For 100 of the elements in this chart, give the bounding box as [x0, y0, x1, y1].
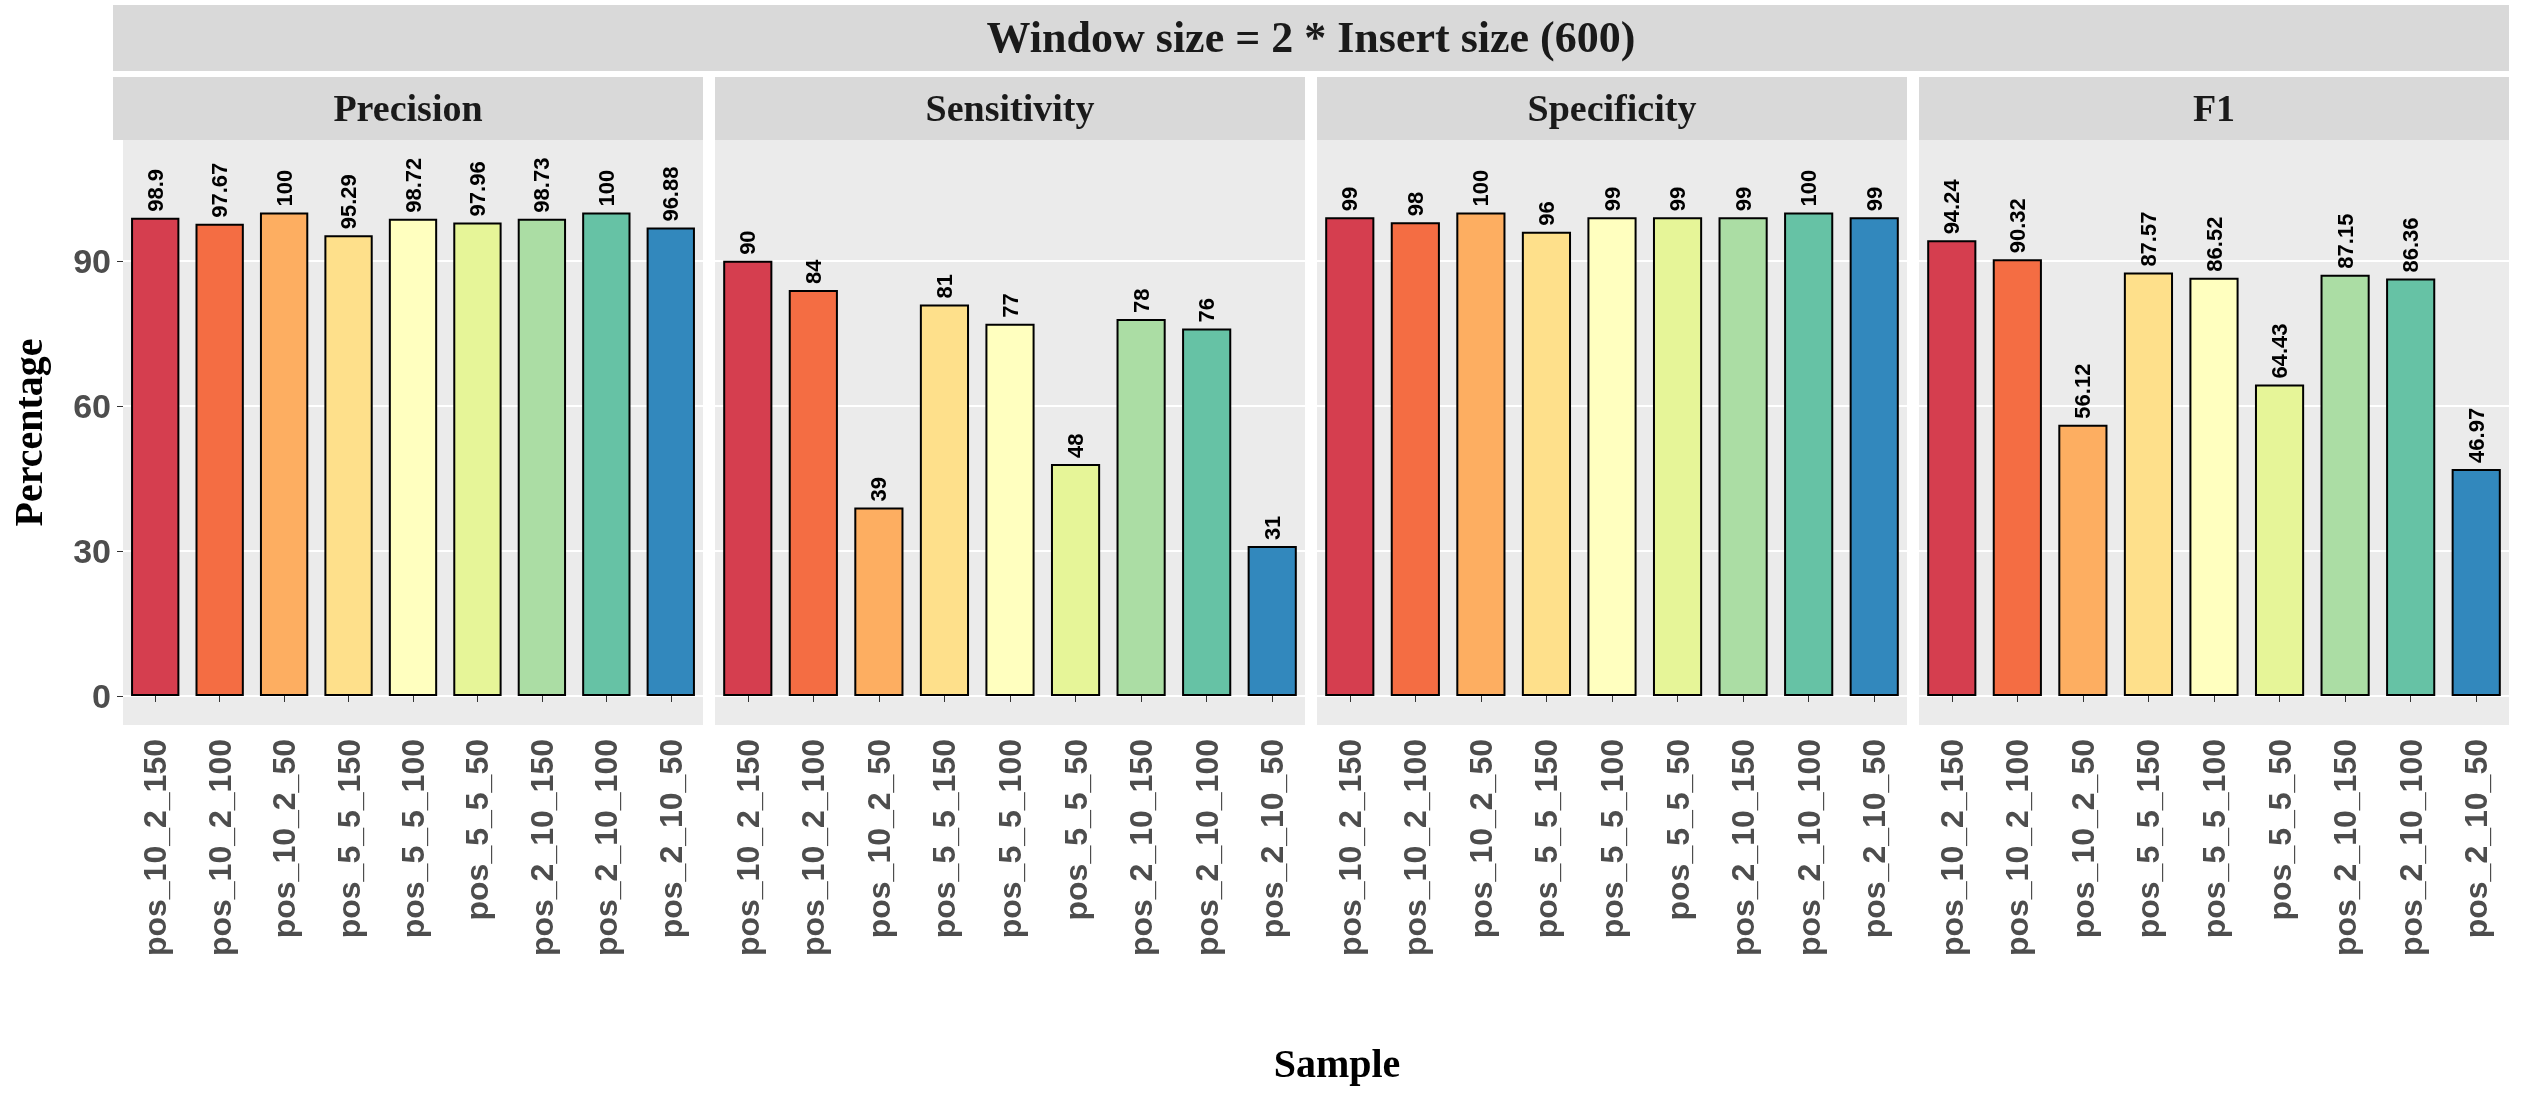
x-tick-label: pos_10_2_150 [137, 739, 174, 957]
bar [1992, 259, 2042, 696]
x-tick-label: pos_5_5_100 [2196, 739, 2232, 939]
x-tick-label: pos_10_2_50 [860, 739, 897, 939]
x-tick-label: pos_10_2_50 [2064, 739, 2101, 939]
x-tick-label: pos_2_10_50 [1254, 739, 1291, 939]
data-label: 86.52 [2201, 216, 2227, 272]
x-tick-label: pos_2_10_50 [2458, 739, 2495, 939]
x-tick-label: pos_10_2_100 [1397, 739, 1434, 957]
x-tick-label: pos_5_5_150 [926, 739, 963, 939]
x-tick-label: pos_5_5_50 [1659, 739, 1696, 921]
x-tick-label: pos_5_5_100 [1594, 739, 1630, 939]
data-label: 64.43 [2267, 323, 2293, 379]
bar [1116, 318, 1166, 696]
x-tick-label: pos_10_2_150 [1331, 739, 1368, 957]
data-label: 100 [271, 169, 297, 207]
data-label: 77 [997, 293, 1023, 318]
x-tick-label: pos_5_5_150 [2130, 739, 2167, 939]
data-label: 94.24 [1939, 178, 1965, 235]
text: Window size = 2 * Insert size (600) [113, 5, 2509, 71]
data-label: 99 [1665, 186, 1691, 212]
x-tick-label: pos_5_5_50 [459, 739, 496, 921]
bar [854, 507, 904, 696]
x-tick-label: pos_10_2_50 [1462, 739, 1499, 939]
data-label: 46.97 [2463, 407, 2489, 463]
data-label: 97.67 [207, 162, 233, 218]
x-tick-label: pos_10_2_150 [729, 739, 766, 957]
data-label: 99 [1337, 186, 1363, 212]
x-tick-label: pos_5_5_150 [330, 739, 367, 939]
x-tick-label: pos_5_5_100 [992, 739, 1028, 939]
chart-title: Specificity [1317, 77, 1907, 140]
data-label: 98.73 [529, 157, 555, 213]
x-tick-label: pos_5_5_50 [2261, 739, 2298, 921]
data-label: 87.15 [2332, 213, 2358, 269]
data-label: 95.29 [336, 174, 362, 230]
data-label: 98.9 [142, 169, 168, 212]
data-label: 96.88 [658, 166, 684, 222]
data-label: 99 [1599, 186, 1625, 212]
chart-title: Sensitivity [715, 77, 1305, 140]
y-tick-label: 90 [73, 241, 111, 280]
bar [2386, 278, 2436, 696]
data-label: 48 [1063, 433, 1089, 458]
bar [985, 323, 1035, 696]
x-tick-label: pos_2_10_50 [1856, 739, 1893, 939]
data-label: 84 [800, 258, 826, 284]
x-tick-label: pos_2_10_100 [588, 739, 625, 957]
bar [2320, 274, 2370, 696]
bar [1182, 328, 1232, 696]
data-label: 90 [735, 230, 761, 255]
chart-title: Precision [113, 77, 703, 140]
x-tick-label: pos_10_2_150 [1933, 739, 1970, 957]
data-label: 98 [1402, 191, 1428, 217]
y-tick-label: 60 [73, 386, 111, 425]
x-tick-label: pos_10_2_100 [201, 739, 238, 957]
data-label: 78 [1128, 288, 1154, 313]
x-tick-label: pos_5_5_100 [395, 739, 431, 939]
bar [2254, 384, 2305, 696]
data-label: 76 [1194, 298, 1220, 323]
bar [788, 289, 838, 696]
x-tick-label: pos_5_5_150 [1528, 739, 1565, 939]
x-tick-label: pos_10_2_100 [795, 739, 832, 957]
bar [723, 260, 773, 696]
bar [2189, 277, 2239, 696]
data-label: 86.36 [2398, 217, 2424, 273]
x-tick-label: pos_2_10_100 [1188, 739, 1225, 957]
data-label: 31 [1259, 515, 1285, 541]
y-axis-title: Percentage [5, 338, 51, 527]
data-label: 87.57 [2135, 211, 2161, 267]
x-tick-label: pos_10_2_50 [266, 739, 303, 939]
data-label: 56.12 [2070, 363, 2096, 419]
y-tick-label: 30 [73, 531, 111, 570]
x-tick-label: pos_5_5_50 [1057, 739, 1094, 921]
y-tick-label: 0 [92, 676, 111, 715]
data-label: 96 [1533, 201, 1559, 226]
data-label: 100 [1796, 169, 1822, 207]
bar [2451, 468, 2501, 696]
bar [2058, 424, 2108, 696]
bar [1050, 463, 1101, 696]
bar [1247, 546, 1297, 696]
x-tick-label: pos_2_10_150 [1123, 739, 1160, 957]
data-label: 99 [1730, 186, 1756, 212]
chart-title: F1 [1919, 77, 2509, 140]
data-label: 90.32 [2004, 198, 2030, 254]
x-tick-label: pos_2_10_50 [652, 739, 689, 939]
bar [1927, 240, 1977, 696]
x-tick-label: pos_10_2_100 [1999, 739, 2036, 957]
data-label: 97.96 [464, 161, 490, 217]
x-tick-label: pos_2_10_100 [2392, 739, 2429, 957]
data-label: 98.72 [400, 157, 426, 213]
data-label: 81 [931, 273, 957, 299]
x-axis-title: Sample [1272, 1040, 1402, 1087]
bar [919, 304, 970, 696]
data-label: 100 [1468, 169, 1494, 207]
x-tick-label: pos_2_10_150 [1725, 739, 1762, 957]
x-tick-label: pos_2_10_150 [2327, 739, 2364, 957]
x-tick-label: pos_2_10_100 [1790, 739, 1827, 957]
bar [2123, 272, 2174, 696]
x-tick-label: pos_2_10_150 [523, 739, 560, 957]
data-label: 100 [593, 169, 619, 207]
data-label: 39 [866, 476, 892, 502]
